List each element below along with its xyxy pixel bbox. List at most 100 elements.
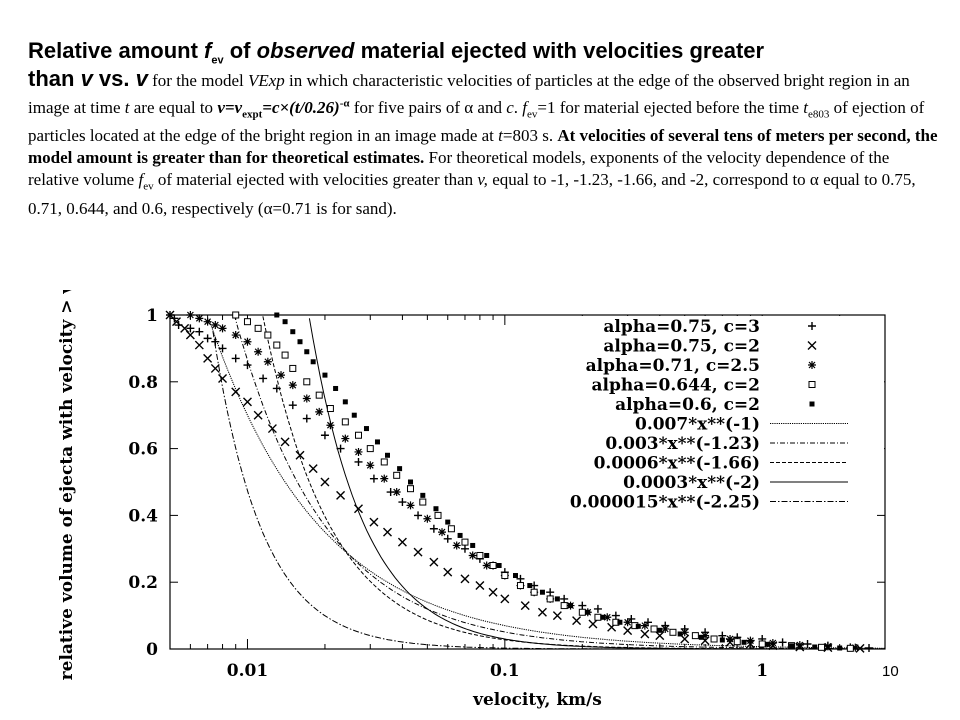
data-point-s1 [611,611,620,620]
data-point-s5 [657,627,663,633]
data-point-s5 [539,589,545,595]
legend-label: alpha=0.6, c=2 [615,395,760,415]
data-point-s2 [429,557,439,567]
data-point-s5 [617,619,623,625]
data-point-s4 [326,405,334,413]
data-point-s4 [516,582,524,590]
data-point-s5 [342,399,348,405]
title-line-2: than v vs. v [28,66,148,92]
data-point-s1 [560,594,569,603]
data-point-s4 [393,471,401,479]
data-point-s1 [516,574,525,583]
data-point-s5 [527,583,533,589]
legend-label: 0.0006*x**(-1.66) [594,454,760,474]
y-tick-label: 0.2 [128,573,158,593]
data-point-s2 [194,340,204,350]
data-point-s2 [336,490,346,500]
data-point-s3 [851,643,860,652]
data-point-s3 [726,634,735,643]
data-point-s3 [392,488,401,497]
data-point-s2 [552,611,562,621]
data-point-s3 [186,311,195,319]
data-point-s2 [185,330,195,340]
data-point-s4 [476,551,484,559]
data-point-s4 [281,351,289,359]
legend-label: 0.007*x**(-1) [635,415,760,435]
data-point-s2 [475,581,485,591]
data-point-s5 [635,623,641,629]
data-point-s2 [588,619,598,629]
data-point-s1 [398,498,407,507]
data-point-s5 [457,532,463,538]
data-point-s4 [447,525,455,533]
data-point-s4 [366,445,374,453]
data-point-s4 [273,341,281,349]
data-point-s1 [186,324,195,333]
data-point-s3 [680,628,689,637]
data-point-s2 [655,631,665,641]
data-point-s1 [803,639,812,648]
data-point-s3 [263,357,272,366]
data-point-s1 [211,337,220,346]
data-point-s5 [363,426,369,432]
data-point-s5 [470,542,476,548]
data-point-s4 [818,643,826,651]
data-point-s5 [282,319,288,325]
data-point-s1 [546,588,555,597]
data-point-s5 [351,412,357,418]
data-point-s1 [320,431,329,440]
data-point-s3 [288,381,297,390]
data-point-s1 [170,314,179,323]
data-point-s3 [203,317,212,326]
data-point-s3 [231,331,240,340]
data-point-s3 [254,347,263,356]
data-point-s2 [231,387,241,397]
data-point-s2 [308,464,318,474]
page-number: 10 [882,663,899,680]
data-point-s2 [520,601,530,611]
legend-marker [808,322,816,330]
data-point-s1 [778,638,787,647]
data-point-s4 [380,458,388,466]
data-point-s2 [537,607,547,617]
y-tick-label: 0.6 [128,440,158,460]
data-point-s3 [701,631,710,640]
data-point-s2 [460,574,470,584]
slide-title: Relative amount fev of observed material… [28,38,938,220]
data-point-s1 [414,511,423,520]
legend-label: alpha=0.644, c=2 [592,376,760,396]
data-point-s2 [623,626,633,636]
data-point-s2 [500,594,510,604]
y-tick-label: 0 [146,640,158,660]
data-point-s5 [310,359,316,365]
data-point-s2 [320,477,330,487]
data-point-s5 [496,563,502,568]
data-point-s5 [322,372,328,378]
data-point-s3 [277,371,286,380]
data-point-s4 [461,538,469,546]
data-point-s2 [218,373,228,383]
legend-label: 0.0003*x**(-2) [623,473,760,493]
data-point-s4 [232,311,240,319]
data-point-s4 [315,391,323,399]
data-point-s1 [460,544,469,553]
legend-marker [807,341,817,350]
data-point-s2 [443,567,453,577]
data-point-s4 [733,638,741,646]
data-point-s1 [336,444,345,453]
data-point-s5 [445,519,451,525]
data-point-s3 [354,447,363,456]
data-point-s1 [243,361,252,370]
x-tick-label: 1 [756,661,768,681]
data-point-s4 [434,511,442,519]
data-point-s4 [669,628,677,636]
data-point-s4 [546,595,554,603]
data-point-s1 [259,374,268,383]
data-point-s1 [195,327,204,336]
data-point-s3 [380,474,389,483]
data-point-s2 [203,353,213,363]
legend-marker [808,381,816,388]
data-point-s3 [823,642,832,651]
data-point-s3 [438,528,447,537]
data-point-s5 [698,634,704,640]
